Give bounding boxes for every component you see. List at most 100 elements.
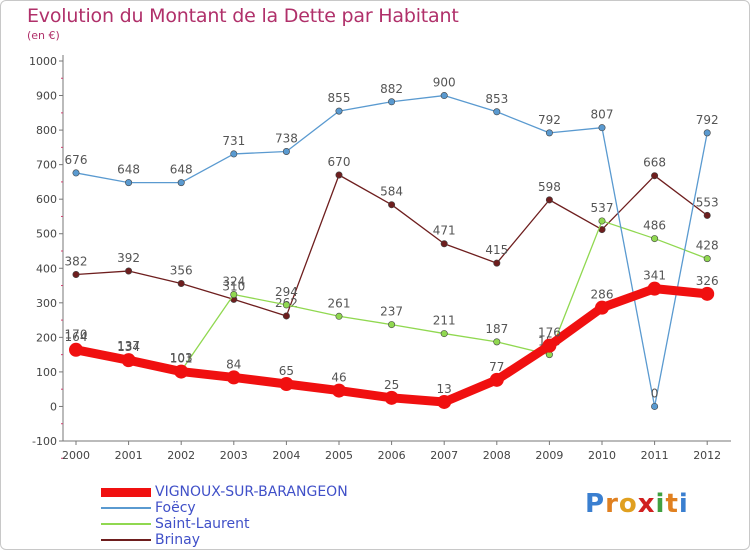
data-point [440, 240, 448, 248]
data-label: 648 [170, 163, 193, 177]
logo-letter: x [637, 489, 656, 519]
data-point [384, 390, 399, 405]
y-tick-label: -100 [32, 435, 57, 448]
data-label: 792 [538, 113, 561, 127]
x-tick-label: 2006 [378, 449, 406, 462]
legend-label-brinay: Brinay [155, 532, 200, 548]
data-label: 598 [538, 180, 561, 194]
data-point [598, 217, 606, 225]
logo-letter: r [605, 489, 619, 519]
data-label: 486 [643, 219, 666, 233]
data-label: 84 [226, 357, 241, 371]
data-point [282, 312, 290, 320]
y-tick-label: 700 [36, 159, 57, 172]
data-label: 103 [170, 351, 193, 365]
data-point [69, 342, 83, 357]
data-point [335, 107, 343, 115]
legend-swatch-vignoux [101, 488, 151, 497]
data-point [335, 312, 343, 320]
data-point [703, 211, 711, 219]
data-label: 0 [651, 386, 659, 400]
data-label: 471 [433, 224, 456, 238]
data-label: 553 [696, 195, 719, 209]
data-point [121, 353, 136, 368]
legend-label-foecy: Foëcy [155, 500, 196, 516]
y-tick-label: 300 [36, 297, 57, 310]
x-tick-label: 2011 [641, 449, 669, 462]
data-label: 187 [485, 322, 508, 336]
y-tick-label: 100 [36, 366, 57, 379]
legend-label-saint-laurent: Saint-Laurent [155, 516, 250, 532]
y-tick-label: 900 [36, 90, 57, 103]
data-point [440, 92, 448, 100]
chart-title: Evolution du Montant de la Dette par Hab… [27, 5, 459, 27]
data-point [72, 270, 80, 278]
x-tick-label: 2000 [62, 449, 90, 462]
data-point [282, 301, 290, 309]
data-label: 237 [380, 305, 403, 319]
data-label: 807 [591, 108, 614, 122]
data-point [388, 321, 396, 329]
data-point [545, 129, 553, 137]
data-label: 341 [643, 269, 666, 283]
data-point [388, 98, 396, 106]
data-point [125, 179, 133, 187]
x-tick-label: 2008 [483, 449, 511, 462]
legend-label-vignoux: VIGNOUX-SUR-BARANGEON [155, 484, 348, 500]
data-label: 324 [222, 275, 245, 289]
data-label: 668 [643, 156, 666, 170]
data-label: 310 [222, 279, 245, 293]
data-label: 648 [117, 163, 140, 177]
data-label: 261 [328, 296, 351, 310]
data-label: 853 [485, 92, 508, 106]
data-point [651, 172, 659, 180]
y-tick-label: 200 [36, 331, 57, 344]
logo-letter: i [678, 489, 689, 519]
data-point [493, 338, 501, 346]
proxiti-logo: Proxiti [585, 489, 689, 519]
data-point [332, 383, 346, 398]
data-label: 584 [380, 185, 403, 199]
data-label: 670 [328, 155, 351, 169]
data-label: 101 [170, 352, 193, 366]
data-label: 356 [170, 263, 193, 277]
data-point [651, 235, 659, 243]
y-tick-label: 800 [36, 124, 57, 137]
data-label: 137 [117, 339, 140, 353]
data-point [598, 124, 606, 132]
data-label: 211 [433, 314, 456, 328]
chart-subtitle: (en €) [27, 29, 60, 42]
data-point [125, 267, 133, 275]
data-label: 25 [384, 378, 399, 392]
data-point [335, 171, 343, 179]
data-label: 77 [489, 360, 504, 374]
x-tick-label: 2012 [693, 449, 721, 462]
data-label: 13 [437, 382, 452, 396]
data-label: 176 [538, 326, 561, 340]
data-label: 428 [696, 239, 719, 253]
data-point [703, 129, 711, 137]
data-point [595, 300, 609, 315]
data-point [174, 364, 189, 379]
data-label: 170 [65, 328, 88, 342]
data-label: 738 [275, 132, 298, 146]
x-tick-label: 2009 [535, 449, 563, 462]
x-tick-label: 2003 [220, 449, 248, 462]
data-point [700, 286, 715, 301]
data-label: 731 [222, 134, 245, 148]
x-tick-label: 2002 [167, 449, 195, 462]
legend-swatch-foecy [101, 507, 151, 509]
y-tick-label: 1000 [29, 55, 57, 68]
data-label: 286 [591, 288, 614, 302]
data-point [647, 281, 662, 296]
logo-letter: t [665, 489, 679, 519]
logo-letter: P [585, 489, 606, 519]
data-point [703, 255, 711, 263]
y-tick-label: 0 [50, 400, 57, 413]
data-label: 294 [275, 285, 298, 299]
data-point [72, 169, 80, 177]
data-point [489, 372, 504, 387]
data-point [545, 196, 553, 204]
data-label: 855 [328, 91, 351, 105]
